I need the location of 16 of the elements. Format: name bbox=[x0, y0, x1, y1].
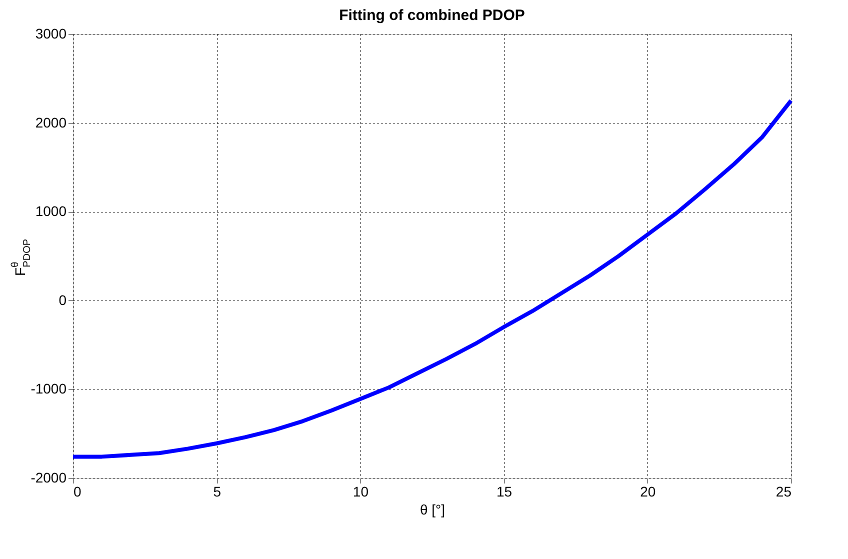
y-tick-label: 0 bbox=[58, 292, 67, 308]
x-tick-label: 5 bbox=[213, 484, 222, 500]
x-tick-label: 20 bbox=[640, 484, 656, 500]
x-tick-label: 10 bbox=[352, 484, 369, 500]
chart-title: Fitting of combined PDOP bbox=[339, 7, 525, 24]
x-tick-label: 15 bbox=[496, 484, 512, 500]
line-series bbox=[71, 98, 793, 459]
x-tick-label: 25 bbox=[776, 484, 792, 500]
y-tick-label: 2000 bbox=[35, 114, 67, 130]
x-tick-label: 0 bbox=[74, 484, 82, 500]
y-tick-label: -2000 bbox=[30, 470, 67, 486]
y-tick-label: -1000 bbox=[30, 380, 67, 397]
x-axis-title: θ [°] bbox=[420, 502, 446, 518]
y-tick-label: 3000 bbox=[35, 26, 67, 42]
y-axis-title: FθPDOP bbox=[10, 238, 33, 276]
y-tick-label: 1000 bbox=[35, 203, 67, 220]
